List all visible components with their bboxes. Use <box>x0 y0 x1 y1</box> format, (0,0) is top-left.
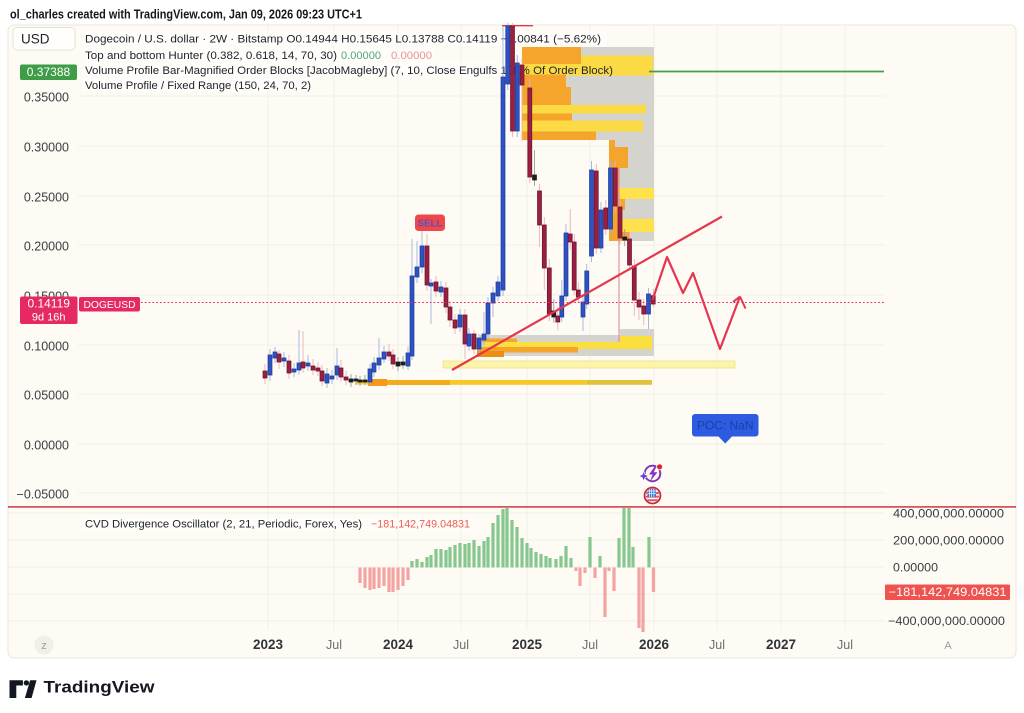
svg-text:z: z <box>41 640 47 652</box>
svg-text:−181,142,749.04831: −181,142,749.04831 <box>889 585 1007 599</box>
svg-text:0.14119: 0.14119 <box>27 297 70 311</box>
svg-text:0.30000: 0.30000 <box>24 140 69 154</box>
svg-text:A: A <box>944 640 952 652</box>
svg-text:0.00000: 0.00000 <box>391 50 432 62</box>
svg-text:0.00000: 0.00000 <box>893 561 938 575</box>
svg-text:−0.05000: −0.05000 <box>17 487 70 501</box>
svg-text:0.35000: 0.35000 <box>24 90 69 104</box>
svg-text:0.37388: 0.37388 <box>27 65 71 79</box>
svg-text:Jul: Jul <box>709 638 725 652</box>
svg-text:POC: NaN: POC: NaN <box>697 419 754 433</box>
svg-text:0.10000: 0.10000 <box>24 339 69 353</box>
svg-text:0.25000: 0.25000 <box>24 190 69 204</box>
svg-text:Volume Profile Bar-Magnified O: Volume Profile Bar-Magnified Order Block… <box>85 65 613 77</box>
svg-text:Dogecoin / U.S. dollar · 2W ·: Dogecoin / U.S. dollar · 2W · Bitstamp O… <box>85 34 601 46</box>
svg-text:USD: USD <box>21 32 50 47</box>
svg-text:DOGEUSD: DOGEUSD <box>84 299 136 311</box>
svg-text:2027: 2027 <box>766 637 796 652</box>
svg-text:Jul: Jul <box>453 638 469 652</box>
svg-text:400,000,000.00000: 400,000,000.00000 <box>893 507 1004 521</box>
svg-text:TradingView: TradingView <box>44 678 156 697</box>
svg-text:2023: 2023 <box>253 637 284 652</box>
svg-text:Top and bottom Hunter (0.382,: Top and bottom Hunter (0.382, 0.618, 14,… <box>85 50 337 62</box>
svg-text:SELL: SELL <box>418 218 444 230</box>
svg-text:2026: 2026 <box>639 637 670 652</box>
svg-text:Volume Profile / Fixed Range (: Volume Profile / Fixed Range (150, 24, 7… <box>85 80 311 92</box>
svg-text:0.00000: 0.00000 <box>24 438 69 452</box>
svg-text:Jul: Jul <box>582 638 598 652</box>
svg-text:2024: 2024 <box>383 637 414 652</box>
svg-text:0.00000: 0.00000 <box>341 50 381 62</box>
svg-text:2025: 2025 <box>512 637 543 652</box>
svg-text:Jul: Jul <box>326 638 342 652</box>
svg-text:0.05000: 0.05000 <box>24 388 69 402</box>
svg-text:−181,142,749.04831: −181,142,749.04831 <box>371 519 470 531</box>
svg-text:0.20000: 0.20000 <box>24 239 69 253</box>
svg-text:ol_charles created with Tradin: ol_charles created with TradingView.com,… <box>10 8 362 22</box>
svg-text:CVD Divergence Oscillator (2,: CVD Divergence Oscillator (2, 21, Period… <box>85 519 362 531</box>
svg-text:9d 16h: 9d 16h <box>32 312 66 324</box>
svg-text:−400,000,000.00000: −400,000,000.00000 <box>888 614 1005 628</box>
svg-text:Jul: Jul <box>837 638 853 652</box>
svg-text:200,000,000.00000: 200,000,000.00000 <box>893 534 1004 548</box>
